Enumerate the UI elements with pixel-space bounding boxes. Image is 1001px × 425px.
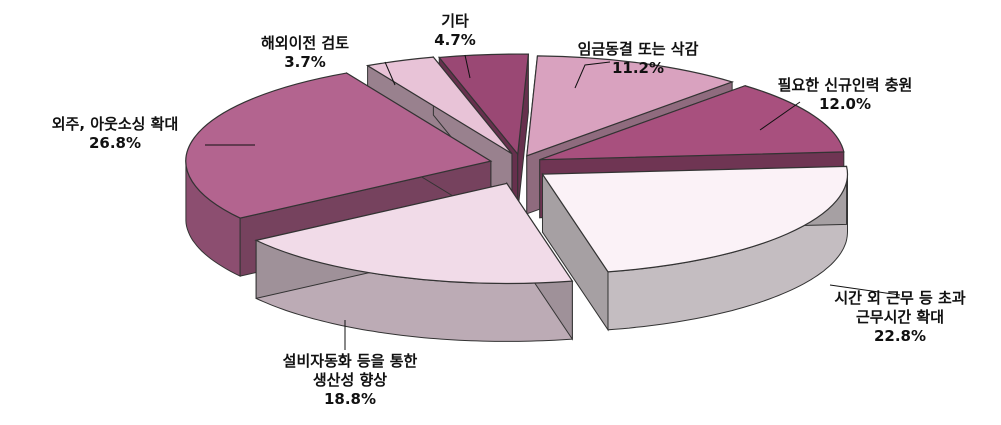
slice-label-automation-text-2: 생산성 향상: [312, 371, 388, 389]
slice-label-outsourcing-text: 외주, 아웃소싱 확대: [51, 115, 179, 133]
slice-top-outsourcing: [185, 72, 493, 219]
slice-label-outsourcing: 외주, 아웃소싱 확대 26.8%: [0, 115, 230, 153]
slice-label-automation: 설비자동화 등을 통한 생산성 향상 18.8%: [235, 352, 465, 409]
pie-tops: [185, 53, 849, 285]
slice-value-hiring: 12.0%: [818, 95, 872, 113]
slice-value-outsourcing: 26.8%: [88, 134, 142, 152]
slice-label-overtime: 시간 외 근무 등 초과 근무시간 확대 22.8%: [800, 289, 1000, 346]
slice-label-overseas: 해외이전 검토 3.7%: [225, 34, 385, 72]
slice-top-overtime: [541, 165, 849, 273]
leader-line-other: [464, 54, 471, 79]
slice-value-wage: 11.2%: [611, 59, 665, 77]
slice-label-overtime-text-1: 시간 외 근무 등 초과: [834, 289, 966, 307]
slice-value-overtime: 22.8%: [873, 327, 927, 345]
slice-top-overseas: [365, 56, 513, 155]
slice-label-other: 기타 4.7%: [405, 12, 505, 50]
slice-label-hiring-text: 필요한 신규인력 충원: [777, 76, 913, 94]
slice-label-wage: 임금동결 또는 삭감 11.2%: [548, 40, 728, 78]
slice-label-wage-text: 임금동결 또는 삭감: [577, 40, 699, 58]
leader-line-wage: [574, 61, 611, 89]
leader-line-overseas: [384, 61, 396, 86]
slice-top-automation: [254, 182, 574, 285]
slice-label-other-text: 기타: [441, 12, 469, 30]
leader-line-hiring: [759, 101, 801, 131]
slice-label-automation-text-1: 설비자동화 등을 통한: [282, 352, 418, 370]
slice-value-overseas: 3.7%: [284, 53, 326, 71]
slice-label-overtime-text-2: 근무시간 확대: [855, 308, 945, 326]
slice-label-overseas-text: 해외이전 검토: [260, 34, 350, 52]
slice-value-other: 4.7%: [434, 31, 476, 49]
slice-top-other: [438, 53, 530, 156]
slice-top-hiring: [539, 85, 845, 161]
slice-value-automation: 18.8%: [323, 390, 377, 408]
leader-lines: [205, 54, 901, 350]
slice-label-hiring: 필요한 신규인력 충원 12.0%: [740, 76, 950, 114]
leader-line-overtime: [829, 284, 901, 296]
